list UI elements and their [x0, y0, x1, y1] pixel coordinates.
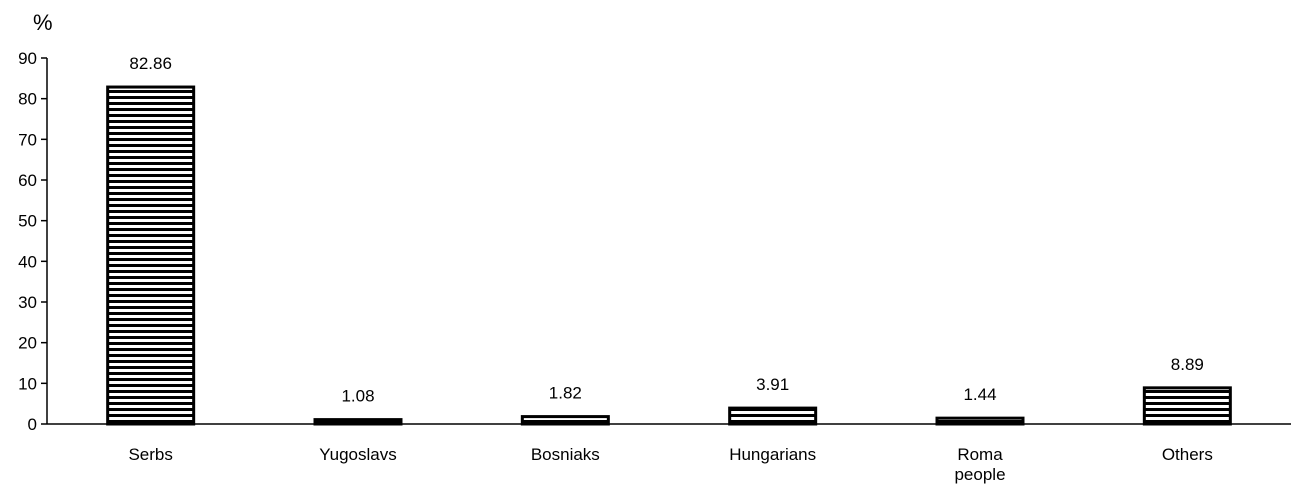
bar [520, 415, 610, 426]
y-tick-label: 60 [18, 171, 37, 190]
x-tick-label: people [954, 465, 1005, 484]
bar [106, 85, 196, 426]
data-label: 1.44 [963, 385, 996, 404]
y-tick-label: 20 [18, 334, 37, 353]
bar [728, 406, 818, 426]
bars [106, 85, 1232, 426]
y-axis-label: % [33, 10, 53, 35]
y-tick-label: 80 [18, 90, 37, 109]
bar [935, 416, 1025, 426]
x-axis: Serbs Yugoslavs Bosniaks Hungarians Romapeop… [128, 445, 1212, 484]
data-label: 1.08 [341, 387, 374, 406]
value-labels: 82.86 1.08 1.82 3.91 1.44 8.89 [129, 54, 1203, 406]
bar [1142, 386, 1232, 426]
data-label: 3.91 [756, 375, 789, 394]
x-tick-label: Yugoslavs [319, 445, 397, 464]
y-tick-label: 70 [18, 130, 37, 149]
y-tick-label: 50 [18, 212, 37, 231]
data-label: 1.82 [549, 384, 582, 403]
data-label: 8.89 [1171, 355, 1204, 374]
y-axis: 0 10 20 30 40 50 60 70 80 90 [18, 49, 48, 434]
x-tick-label: Roma [957, 445, 1003, 464]
y-tick-label: 40 [18, 252, 37, 271]
data-label: 82.86 [129, 54, 172, 73]
y-tick-label: 30 [18, 293, 37, 312]
x-tick-label: Hungarians [729, 445, 816, 464]
x-tick-label: Others [1162, 445, 1213, 464]
y-tick-label: 0 [28, 415, 37, 434]
y-tick-label: 90 [18, 49, 37, 68]
x-tick-label: Serbs [128, 445, 172, 464]
y-tick-label: 10 [18, 374, 37, 393]
x-tick-label: Bosniaks [531, 445, 600, 464]
